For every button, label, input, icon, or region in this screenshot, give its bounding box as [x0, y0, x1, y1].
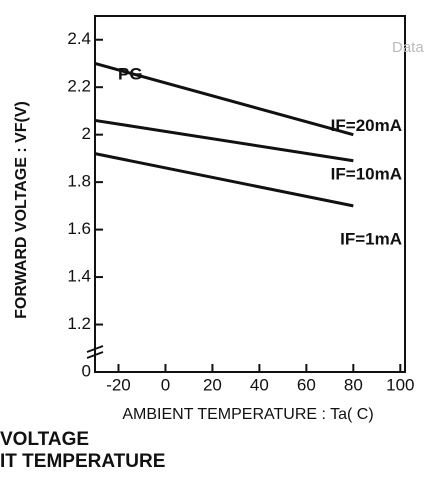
x-tick-label: 60: [297, 375, 316, 394]
series-line: [94, 152, 354, 208]
y-tick-label: 1.2: [67, 314, 91, 333]
series-label: IF=1mA: [340, 229, 402, 248]
y-tick-label: 1.6: [67, 219, 91, 238]
break-mark: [86, 351, 104, 359]
series-label: IF=10mA: [331, 164, 402, 183]
series-line: [94, 118, 354, 163]
series-label: IF=20mA: [331, 116, 402, 135]
watermark: Data: [392, 39, 424, 56]
x-tick-label: 20: [203, 375, 222, 394]
break-mark: [86, 345, 104, 353]
x-tick-label: -20: [106, 375, 131, 394]
x-tick-label: 100: [386, 375, 414, 394]
y-tick-label: 2.4: [67, 29, 91, 48]
x-axis-label: AMBIENT TEMPERATURE : Ta( C): [122, 406, 373, 423]
caption-line: IT TEMPERATURE: [0, 451, 165, 472]
x-tick-label: 40: [250, 375, 269, 394]
y-axis-label: FORWARD VOLTAGE : VF(V): [13, 101, 30, 319]
y-tick-label: 0: [82, 361, 91, 380]
axis-break: [86, 345, 104, 359]
y-tick-label: 2.2: [67, 77, 91, 96]
y-tick-label: 1.4: [67, 267, 91, 286]
y-tick-label: 1.8: [67, 172, 91, 191]
caption-line: VOLTAGE: [0, 429, 89, 450]
x-tick-label: 0: [161, 375, 170, 394]
y-tick-label: 2: [82, 124, 91, 143]
x-tick-label: 80: [344, 375, 363, 394]
plot-frame: [94, 15, 406, 373]
series-line: [94, 62, 354, 137]
